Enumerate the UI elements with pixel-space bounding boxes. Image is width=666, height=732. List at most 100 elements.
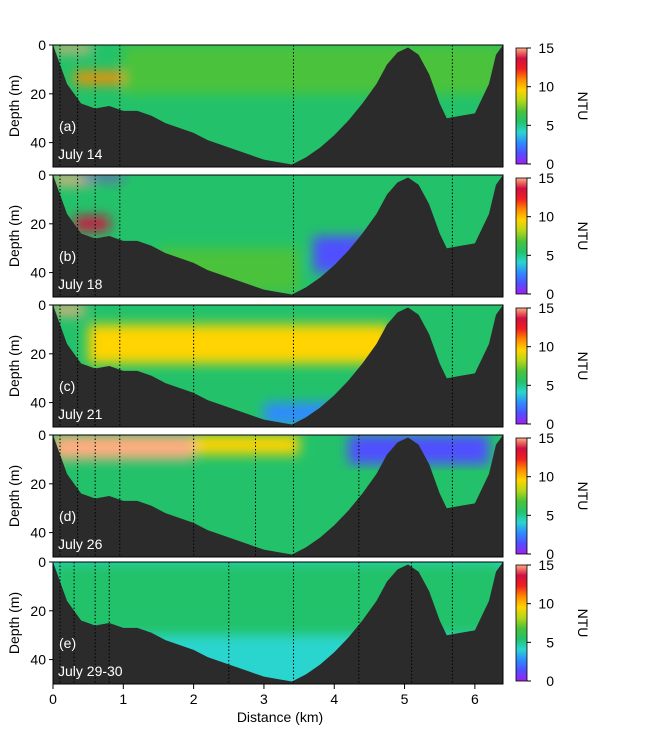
panel-date: July 29-30 [58, 663, 123, 679]
y-axis-label: Depth (m) [6, 335, 22, 397]
colorbar-tick-label: 0 [546, 673, 554, 689]
colorbar-label: NTU [575, 609, 591, 638]
y-tick-label: 40 [30, 525, 46, 541]
panel-label: (e) [59, 635, 76, 651]
y-tick-label: 20 [30, 346, 46, 362]
colorbar: 0 5 10 15 NTU [515, 300, 591, 432]
turbidity-feature [123, 45, 503, 94]
panel-label: (c) [59, 378, 75, 394]
panel-frame [52, 304, 504, 428]
colorbar-tick-label: 0 [546, 546, 554, 562]
colorbar-label: NTU [575, 352, 591, 381]
x-tick-label: 6 [471, 691, 479, 707]
colorbar-tick-label: 10 [538, 209, 554, 225]
y-axis-label: Depth (m) [6, 465, 22, 527]
colorbar-tick-label: 15 [538, 170, 554, 186]
panel-1: 0 20 40 Depth (m) (a) July 14 0 5 10 15 NTU [6, 37, 591, 172]
y-tick-label: 0 [38, 427, 46, 443]
turbidity-feature [81, 175, 124, 180]
panel-frame [52, 561, 504, 685]
panel-frame [52, 44, 504, 168]
y-axis-label: Depth (m) [6, 75, 22, 137]
turbidity-features [53, 45, 503, 94]
y-tick-label: 0 [38, 297, 46, 313]
panel-label: (a) [59, 118, 76, 134]
colorbar-gradient [515, 564, 528, 682]
turbidity-features [53, 435, 489, 465]
colorbar-tick-label: 0 [546, 286, 554, 302]
turbidity-feature [193, 435, 300, 455]
panel-4: 0 20 40 Depth (m) (d) July 26 0 5 10 15 NTU [6, 427, 591, 562]
panel-3: 0 20 40 Depth (m) (c) July 21 0 5 10 15 NTU [6, 297, 591, 432]
colorbar-tick-label: 10 [538, 596, 554, 612]
x-tick-label: 5 [401, 691, 409, 707]
y-tick-label: 40 [30, 395, 46, 411]
colorbar-label: NTU [575, 92, 591, 121]
colorbar-tick-label: 15 [538, 300, 554, 316]
bathymetry-profile [53, 435, 503, 557]
colorbar-gradient [515, 437, 528, 555]
panel-date: July 26 [58, 536, 103, 552]
panel-date: July 14 [58, 146, 103, 162]
x-tick-label: 0 [49, 691, 57, 707]
colorbar-gradient [515, 177, 528, 295]
colorbar-tick-label: 10 [538, 469, 554, 485]
colorbar-tick-label: 5 [546, 507, 554, 523]
y-tick-label: 20 [30, 216, 46, 232]
colorbar-gradient [515, 47, 528, 165]
colorbar-tick-label: 5 [546, 377, 554, 393]
panel-label: (b) [59, 248, 76, 264]
colorbar: 0 5 10 15 NTU [515, 557, 591, 689]
plot-area [53, 305, 503, 427]
y-tick-label: 20 [30, 86, 46, 102]
y-tick-label: 0 [38, 554, 46, 570]
y-tick-label: 20 [30, 603, 46, 619]
colorbar-tick-label: 5 [546, 247, 554, 263]
y-axis-label: Depth (m) [6, 592, 22, 654]
turbidity-feature [53, 305, 85, 315]
colorbar-tick-label: 10 [538, 339, 554, 355]
x-tick-label: 2 [190, 691, 198, 707]
bathymetry-profile [53, 562, 503, 684]
colorbar: 0 5 10 15 NTU [515, 170, 591, 302]
plot-area [53, 45, 503, 167]
panel-date: July 21 [58, 406, 103, 422]
panel-2: 0 20 40 Depth (m) (b) July 18 0 5 10 15 NTU [6, 167, 591, 302]
colorbar-tick-label: 5 [546, 634, 554, 650]
panel-frame [52, 434, 504, 558]
plot-area [53, 435, 503, 557]
x-tick-label: 4 [330, 691, 338, 707]
colorbar-tick-label: 5 [546, 117, 554, 133]
x-axis-label: Distance (km) [237, 709, 323, 725]
turbidity-feature [53, 435, 194, 460]
y-tick-label: 0 [38, 167, 46, 183]
x-tick-label: 1 [119, 691, 127, 707]
colorbar-tick-label: 0 [546, 416, 554, 432]
turbidity-feature [74, 216, 110, 232]
turbidity-feature [53, 175, 92, 185]
colorbar-label: NTU [575, 222, 591, 251]
y-tick-label: 40 [30, 135, 46, 151]
colorbar-tick-label: 0 [546, 156, 554, 172]
colorbar: 0 5 10 15 NTU [515, 430, 591, 562]
turbidity-feature [74, 71, 124, 85]
panel-label: (d) [59, 508, 76, 524]
y-tick-label: 40 [30, 652, 46, 668]
x-tick-label: 3 [260, 691, 268, 707]
colorbar-label: NTU [575, 482, 591, 511]
panel-frame [52, 174, 504, 298]
bathymetry-profile [53, 175, 503, 297]
colorbar-tick-label: 15 [538, 430, 554, 446]
colorbar-tick-label: 15 [538, 40, 554, 56]
colorbar: 0 5 10 15 NTU [515, 40, 591, 172]
y-tick-label: 20 [30, 476, 46, 492]
y-tick-label: 40 [30, 265, 46, 281]
plot-area [53, 562, 503, 684]
turbidity-feature [53, 45, 92, 53]
panel-date: July 18 [58, 276, 103, 292]
y-tick-label: 0 [38, 37, 46, 53]
bathymetry-profile [53, 305, 503, 427]
